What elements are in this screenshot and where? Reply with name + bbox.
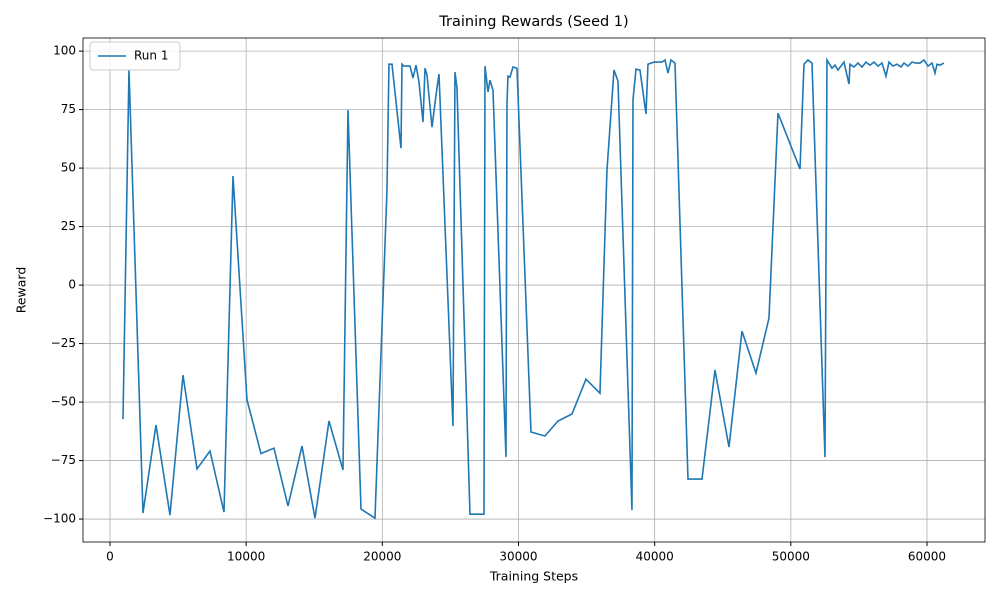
line-series (122, 57, 945, 520)
legend: Run 1 (89, 41, 181, 71)
x-tick-label: 10000 (227, 550, 265, 564)
y-tick-label: 75 (61, 102, 76, 116)
y-tick-label: −100 (43, 512, 76, 526)
y-tick-label: −25 (51, 336, 76, 350)
chart-title: Training Rewards (Seed 1) (438, 14, 628, 30)
x-tick-label: 20000 (363, 550, 401, 564)
y-tick-label: −50 (51, 395, 76, 409)
plot-frame (82, 37, 986, 543)
x-axis-label: Training Steps (489, 569, 578, 584)
y-tick-label: 0 (68, 278, 76, 292)
legend-box (89, 41, 181, 71)
y-tick-label: 50 (61, 161, 76, 175)
legend-label: Run 1 (134, 49, 168, 63)
y-tick-label: 25 (61, 219, 76, 233)
x-tick-label: 30000 (499, 550, 537, 564)
x-tick-label: 50000 (772, 550, 810, 564)
y-tick-label: 100 (53, 44, 76, 58)
y-axis-label: Reward (14, 267, 29, 314)
x-tick-label: 40000 (636, 550, 674, 564)
x-tick-label: 0 (106, 550, 114, 564)
x-tick-label: 60000 (908, 550, 946, 564)
y-tick-label: −75 (51, 453, 76, 467)
